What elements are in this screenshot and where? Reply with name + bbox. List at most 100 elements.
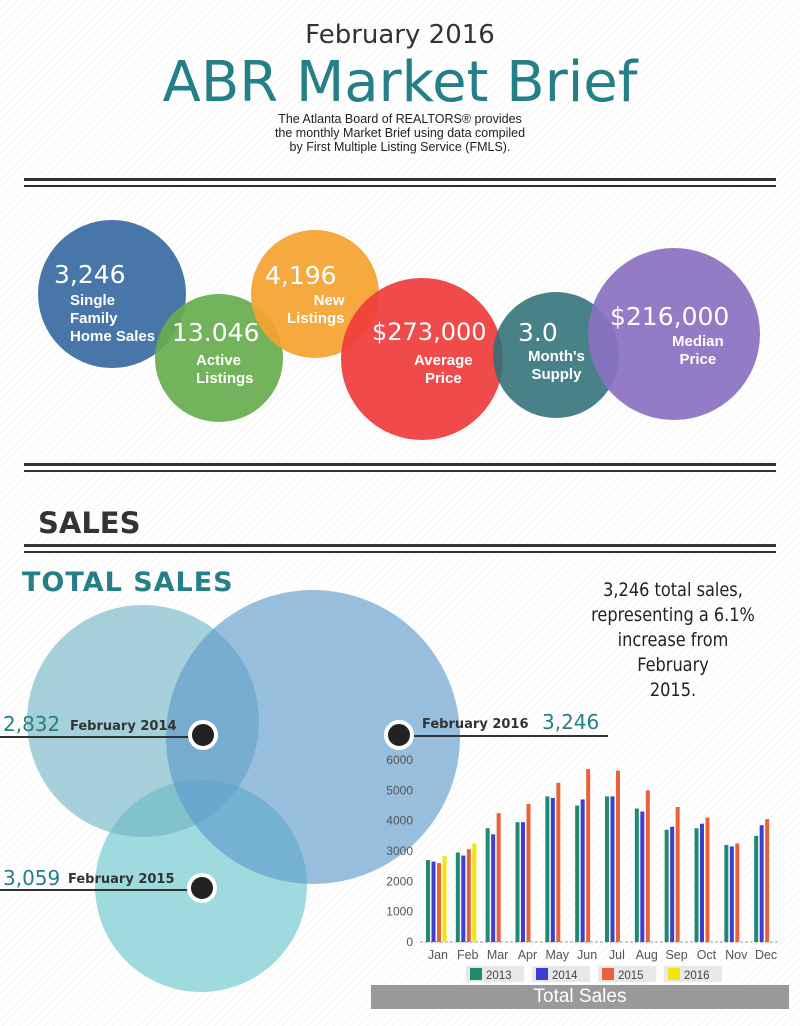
feb-2014-value: 2,832 (3, 712, 61, 736)
months-supply-value: 3.0 (518, 318, 558, 347)
divider-rule (24, 470, 776, 472)
bar (634, 808, 639, 942)
summary-line: increase from February (617, 629, 729, 676)
chart-title: Total Sales (371, 985, 789, 1009)
label-line: Price (679, 351, 717, 368)
x-tick-label: Sep (665, 948, 687, 962)
divider-rule (24, 178, 776, 181)
legend-label: 2014 (552, 970, 578, 982)
bar (472, 843, 477, 942)
bar (491, 834, 496, 942)
feb-2014-label: February 2014 (70, 719, 177, 734)
label-line: Single (70, 292, 116, 309)
x-tick-label: Jun (577, 948, 597, 962)
feb-2014-marker (188, 720, 218, 750)
x-tick-label: Jan (428, 948, 448, 962)
subtitle-line: the monthly Market Brief using data comp… (274, 126, 526, 140)
bar (556, 782, 561, 942)
bar (426, 860, 430, 942)
summary-line: 2015. (649, 679, 697, 701)
report-title: ABR Market Brief (162, 50, 638, 115)
bar (545, 796, 550, 942)
new-listings-label: New Listings (287, 292, 345, 328)
bar (550, 797, 555, 942)
bar (610, 796, 615, 942)
feb-2015-line (0, 889, 188, 891)
bar (431, 861, 436, 942)
months-supply-label: Month's Supply (528, 348, 585, 384)
new-listings-value: 4,196 (265, 261, 337, 290)
average-price-value: $273,000 (372, 318, 487, 346)
bar (437, 863, 441, 942)
legend-label: 2013 (486, 970, 512, 982)
bar (521, 822, 525, 942)
bar (526, 803, 531, 942)
bar (485, 828, 490, 942)
divider-rule (24, 185, 776, 187)
bar (735, 843, 740, 942)
legend-label: 2015 (618, 970, 644, 982)
x-tick-label: Aug (636, 948, 658, 962)
median-price-label: Median Price (672, 333, 724, 369)
label-line: Listings (287, 310, 345, 327)
bar (461, 855, 466, 942)
x-tick-label: Nov (725, 948, 748, 962)
section-title: SALES (38, 506, 141, 540)
y-tick-label: 4000 (386, 814, 413, 828)
legend-swatch (536, 968, 548, 980)
bar (675, 807, 680, 942)
bar (455, 852, 460, 942)
bar (645, 790, 650, 942)
subtitle-line: by First Multiple Listing Service (FMLS)… (289, 140, 511, 154)
bar (640, 811, 645, 942)
active-listings-value: 13.046 (172, 318, 260, 347)
total-sales-title: TOTAL SALES (22, 567, 234, 598)
label-line: Median (672, 333, 724, 350)
bar (729, 846, 734, 942)
bar (724, 844, 729, 942)
y-tick-label: 0 (406, 935, 413, 949)
active-listings-label: Active Listings (196, 352, 254, 388)
y-tick-label: 1000 (386, 905, 413, 919)
label-line: Month's (528, 348, 585, 365)
feb-2014-line (0, 736, 194, 738)
x-tick-label: May (545, 948, 569, 962)
x-tick-label: Oct (697, 948, 717, 962)
average-price-bubble (341, 278, 503, 440)
bar (694, 828, 699, 942)
feb-2016-value: 3,246 (542, 710, 600, 734)
home-sales-value: 3,246 (54, 260, 126, 289)
legend-swatch (470, 968, 482, 980)
label-line: New (313, 292, 345, 309)
label-line: Home Sales (70, 328, 156, 345)
average-price-label: Average Price (414, 352, 473, 388)
feb-2016-line (400, 735, 608, 737)
bar (580, 799, 585, 942)
bar (616, 770, 620, 942)
feb-2015-label: February 2015 (68, 872, 175, 887)
x-tick-label: Feb (457, 948, 479, 962)
feb-2015-marker (187, 873, 217, 903)
legend-label: 2016 (684, 970, 710, 982)
bar (765, 819, 770, 942)
bar (496, 813, 501, 942)
summary-line: representing a 6.1% (591, 604, 755, 626)
label-line: Listings (196, 370, 254, 387)
bar (586, 769, 591, 942)
bar (700, 823, 704, 942)
bar (759, 825, 764, 942)
label-line: Active (196, 352, 242, 369)
feb-2016-marker (384, 720, 414, 750)
bar (664, 829, 669, 942)
y-tick-label: 5000 (386, 783, 413, 797)
bar (515, 822, 520, 942)
median-price-bubble (588, 248, 760, 420)
x-tick-label: Jul (609, 948, 625, 962)
y-tick-label: 6000 (386, 753, 413, 767)
bar (705, 817, 710, 942)
bar (605, 796, 609, 942)
bar (466, 849, 471, 942)
feb-2015-value: 3,059 (3, 866, 61, 890)
bar (575, 805, 580, 942)
divider-rule (24, 551, 776, 553)
